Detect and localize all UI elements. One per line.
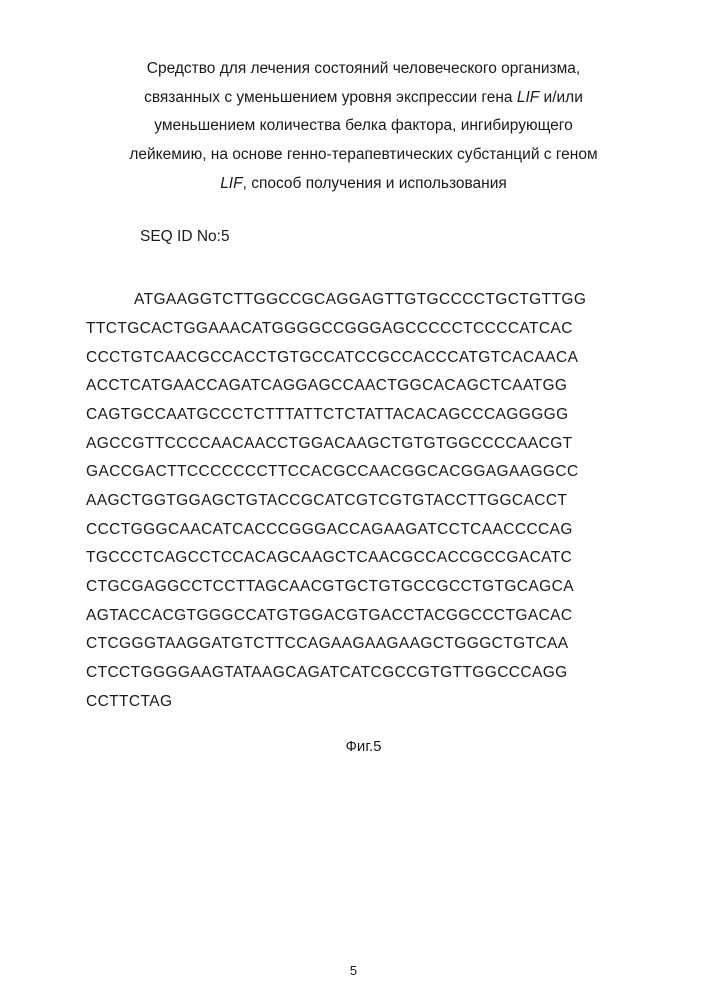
sequence-line: ACCTCATGAACCAGATCAGGAGCCAACTGGCACAGCTCAA… — [86, 377, 567, 394]
title-gene-lif-2: LIF — [220, 175, 242, 192]
figure-label: Фиг.5 — [90, 738, 637, 755]
sequence-line: CTCGGGTAAGGATGTCTTCCAGAAGAAGAAGCTGGGCTGT… — [86, 635, 569, 652]
dna-sequence-block: ATGAAGGTCTTGGCCGCAGGAGTTGTGCCCCTGCTGTTGG… — [86, 286, 637, 716]
sequence-line: CCCTGGGCAACATCACCCGGGACCAGAAGATCCTCAACCC… — [86, 521, 573, 538]
title-line-3: уменьшением количества белка фактора, ин… — [154, 117, 572, 134]
document-title: Средство для лечения состояний человечес… — [90, 55, 637, 198]
title-line-2-pre: связанных с уменьшением уровня экспресси… — [144, 89, 517, 106]
sequence-id-label: SEQ ID No:5 — [140, 228, 637, 246]
sequence-line: ATGAAGGTCTTGGCCGCAGGAGTTGTGCCCCTGCTGTTGG — [134, 291, 586, 308]
page: Средство для лечения состояний человечес… — [0, 0, 707, 1000]
sequence-line: CTCCTGGGGAAGTATAAGCAGATCATCGCCGTGTTGGCCC… — [86, 664, 568, 681]
sequence-line: AGTACCACGTGGGCCATGTGGACGTGACCTACGGCCCTGA… — [86, 607, 573, 624]
sequence-line: CCCTGTCAACGCCACCTGTGCCATCCGCCACCCATGTCAC… — [86, 349, 578, 366]
title-line-1: Средство для лечения состояний человечес… — [147, 60, 580, 77]
title-gene-lif-1: LIF — [517, 89, 539, 106]
title-line-2-post: и/или — [539, 89, 583, 106]
sequence-line: TTCTGCACTGGAAACATGGGGCCGGGAGCCCCCTCCCCAT… — [86, 320, 573, 337]
sequence-line: GACCGACTTCCCCCCCTTCCACGCCAACGGCACGGAGAAG… — [86, 463, 579, 480]
sequence-line: AGCCGTTCCCCAACAACCTGGACAAGCTGTGTGGCCCCAA… — [86, 435, 573, 452]
sequence-line: CCTTCTAG — [86, 693, 172, 710]
page-number: 5 — [0, 963, 707, 978]
sequence-line: TGCCCTCAGCCTCCACAGCAAGCTCAACGCCACCGCCGAC… — [86, 549, 572, 566]
title-line-5-post: , способ получения и использования — [243, 175, 507, 192]
sequence-line: AAGCTGGTGGAGCTGTACCGCATCGTCGTGTACCTTGGCA… — [86, 492, 567, 509]
title-line-4: лейкемию, на основе генно-терапевтически… — [129, 146, 597, 163]
sequence-line: CAGTGCCAATGCCCTCTTTATTCTCTATTACACAGCCCAG… — [86, 406, 569, 423]
sequence-line: CTGCGAGGCCTCCTTAGCAACGTGCTGTGCCGCCTGTGCA… — [86, 578, 574, 595]
